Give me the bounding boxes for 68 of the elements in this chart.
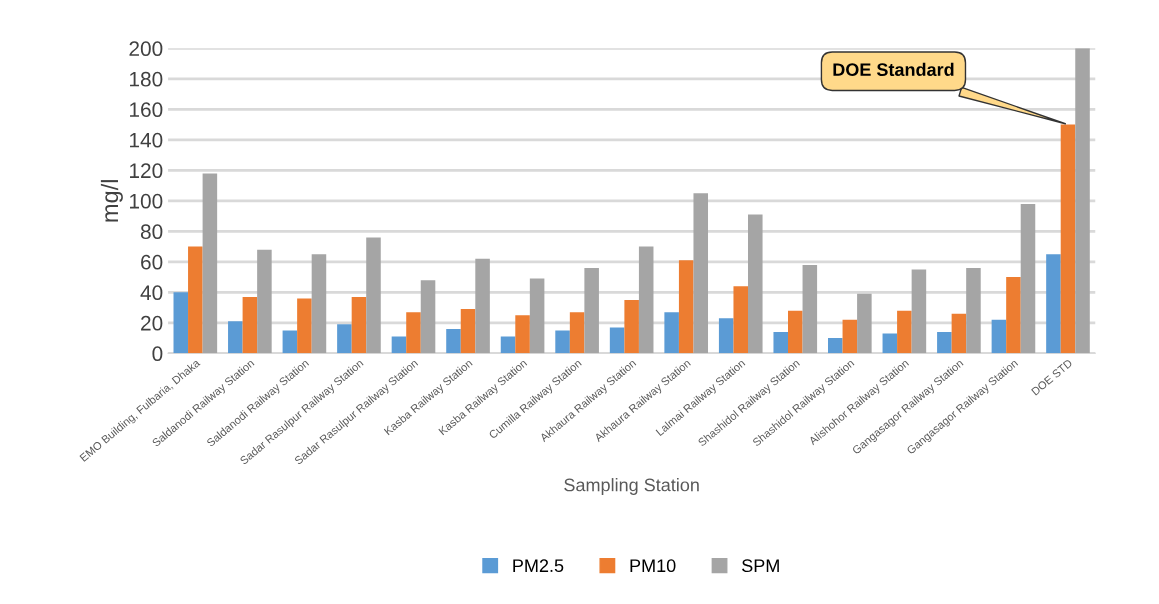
bar	[391, 336, 407, 354]
annotation: DOE Standard	[833, 62, 954, 77]
bar	[420, 280, 436, 354]
bar	[1046, 254, 1061, 354]
bar	[584, 267, 599, 354]
bar	[282, 330, 298, 354]
bar	[555, 330, 570, 354]
y-tick-label: 20	[141, 315, 163, 331]
x-axis-title: Sampling Station	[564, 478, 699, 495]
bar	[1006, 277, 1021, 354]
bar	[678, 260, 694, 354]
y-tick-label: 140	[130, 132, 163, 148]
bar	[966, 267, 981, 354]
bar	[664, 312, 679, 354]
bar	[529, 278, 545, 354]
bar	[638, 246, 654, 354]
bar	[828, 338, 843, 354]
bar	[202, 173, 218, 354]
bar	[1060, 124, 1076, 354]
y-tick-label: 80	[140, 224, 163, 240]
bar	[500, 336, 516, 354]
bar	[788, 310, 803, 354]
bar	[173, 292, 189, 354]
bar	[857, 293, 872, 354]
bar	[242, 296, 258, 354]
y-axis-title: mg/l	[100, 180, 123, 222]
bar	[569, 312, 585, 354]
bar	[351, 296, 367, 354]
bar	[991, 319, 1007, 354]
bar	[311, 254, 327, 354]
bar	[460, 309, 476, 354]
bar	[1020, 203, 1036, 354]
bar	[693, 193, 709, 354]
bar	[897, 310, 912, 354]
bar	[882, 333, 898, 354]
bar	[609, 327, 625, 354]
bar	[733, 286, 749, 354]
bar	[366, 237, 381, 354]
y-tick-label: 180	[130, 71, 163, 87]
y-tick-label: 160	[130, 102, 163, 118]
bar	[515, 315, 530, 354]
bar	[842, 319, 858, 354]
legend-label: SPM	[742, 559, 779, 573]
bar	[624, 299, 639, 354]
y-tick-label: 40	[140, 285, 163, 301]
bar	[937, 331, 952, 354]
bar	[1075, 48, 1090, 354]
bar	[748, 214, 763, 354]
y-tick-label: 200	[129, 41, 163, 57]
bar	[773, 331, 789, 354]
bar	[257, 249, 272, 354]
bar	[446, 328, 461, 354]
bar	[188, 246, 203, 354]
legend-label: PM2.5	[513, 559, 564, 573]
y-tick-label: 120	[130, 163, 163, 179]
bar	[911, 269, 927, 354]
legend-label: PM10	[630, 559, 676, 573]
bar	[475, 258, 490, 354]
bar	[718, 318, 734, 354]
bar	[228, 321, 243, 354]
y-tick-label: 0	[152, 346, 163, 362]
y-tick-label: 100	[130, 193, 163, 209]
bar	[802, 264, 818, 354]
bar	[406, 312, 421, 354]
bar	[297, 298, 312, 354]
bar	[951, 313, 967, 354]
y-tick-label: 60	[141, 254, 163, 270]
bar	[337, 324, 352, 354]
